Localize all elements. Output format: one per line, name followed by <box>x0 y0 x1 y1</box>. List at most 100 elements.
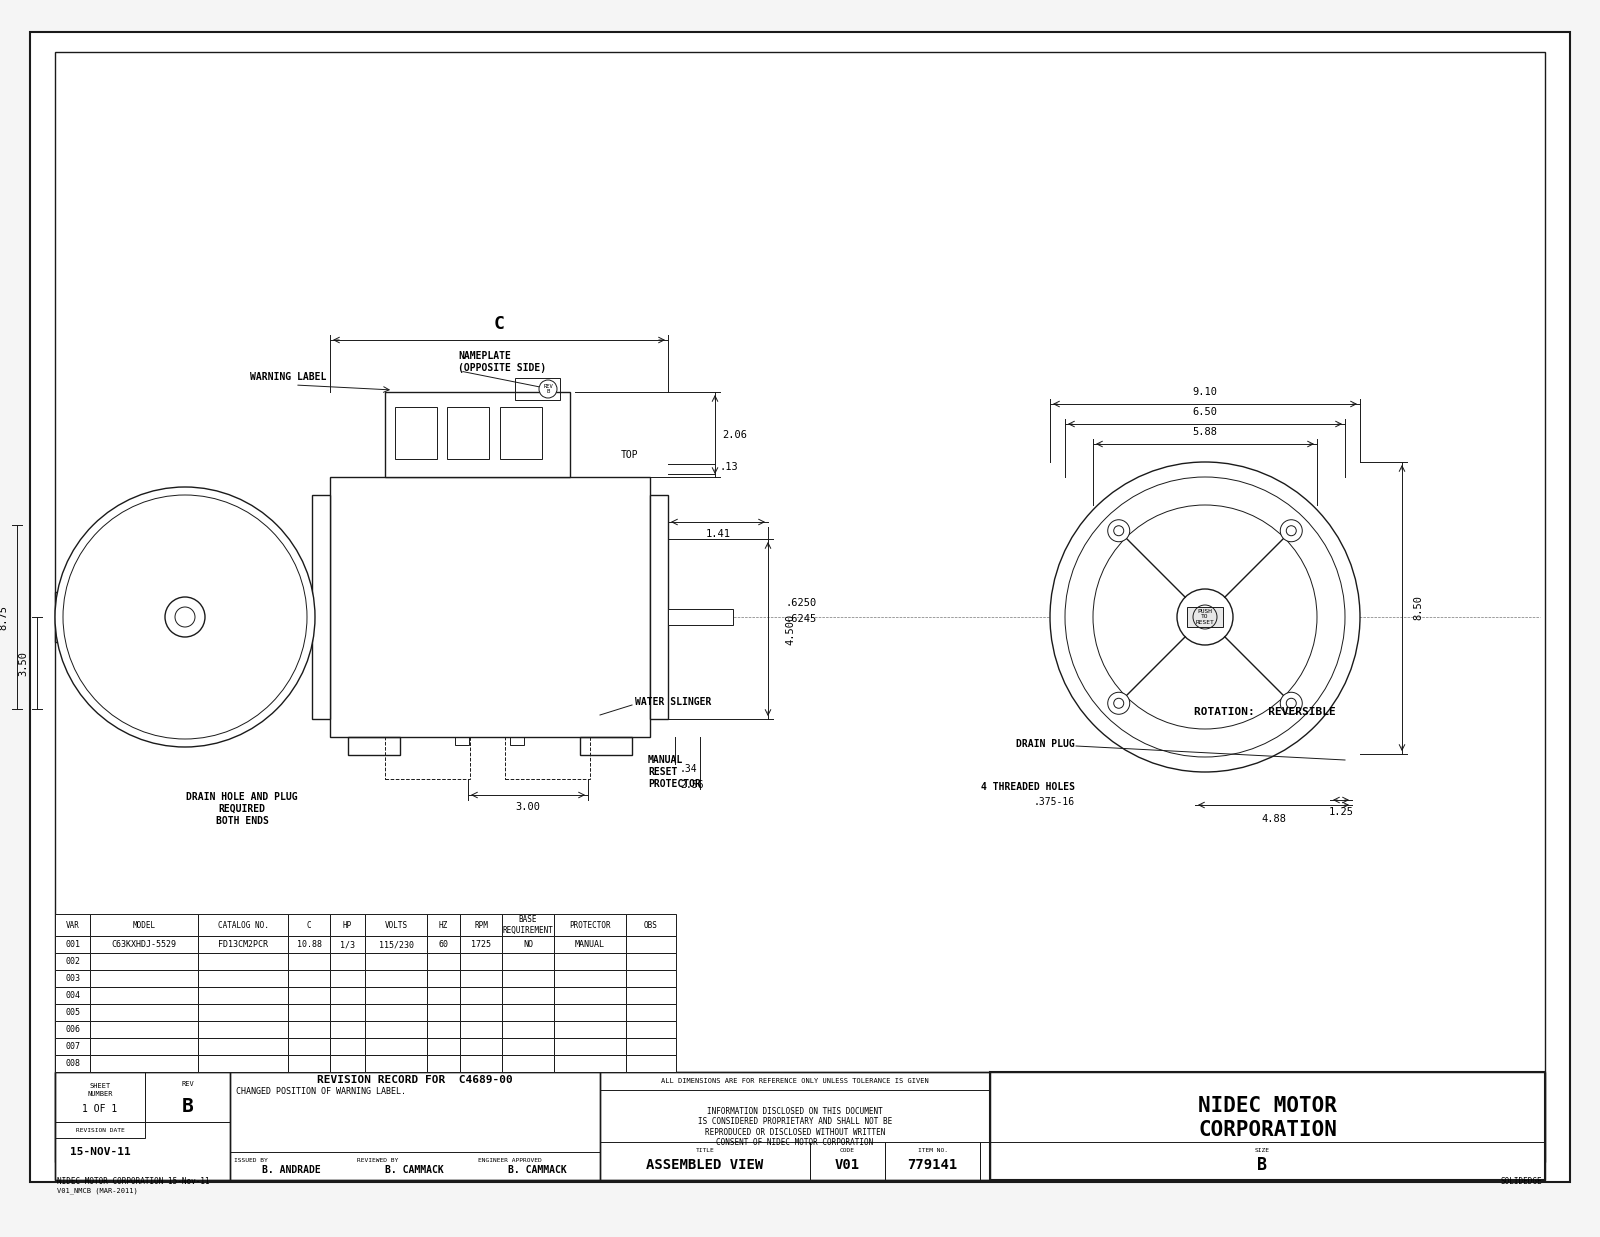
Bar <box>146 1072 230 1122</box>
Bar <box>502 914 554 936</box>
Bar <box>515 379 560 400</box>
Bar <box>461 970 502 987</box>
Bar <box>427 952 461 970</box>
Bar <box>554 1055 626 1072</box>
Bar <box>198 936 288 952</box>
Bar <box>626 1021 675 1038</box>
Bar <box>198 952 288 970</box>
Circle shape <box>1280 693 1302 714</box>
Bar <box>330 914 365 936</box>
Bar <box>90 1055 198 1072</box>
Circle shape <box>1050 461 1360 772</box>
Bar <box>54 1055 90 1072</box>
Bar <box>502 987 554 1004</box>
Bar <box>554 914 626 936</box>
Bar <box>579 737 632 755</box>
Text: NUMBER: NUMBER <box>88 1091 112 1097</box>
Bar <box>810 1142 885 1180</box>
Bar <box>198 1055 288 1072</box>
Bar <box>198 987 288 1004</box>
Bar <box>365 1021 427 1038</box>
Bar <box>230 1152 600 1180</box>
Circle shape <box>1107 520 1130 542</box>
Text: DRAIN HOLE AND PLUG
REQUIRED
BOTH ENDS: DRAIN HOLE AND PLUG REQUIRED BOTH ENDS <box>186 793 298 825</box>
Bar <box>198 914 288 936</box>
Bar <box>626 1004 675 1021</box>
Bar <box>90 970 198 987</box>
Text: PROTECTOR: PROTECTOR <box>570 920 611 929</box>
Text: ALL DIMENSIONS ARE FOR REFERENCE ONLY UNLESS TOLERANCE IS GIVEN: ALL DIMENSIONS ARE FOR REFERENCE ONLY UN… <box>661 1077 930 1084</box>
Bar <box>365 1004 427 1021</box>
Text: 2.56: 2.56 <box>680 781 704 790</box>
Text: 779141: 779141 <box>907 1158 958 1171</box>
Text: HZ: HZ <box>438 920 448 929</box>
Bar <box>554 952 626 970</box>
Bar <box>330 1038 365 1055</box>
Bar <box>600 1142 810 1180</box>
Text: TITLE: TITLE <box>696 1148 714 1153</box>
Bar <box>461 1038 502 1055</box>
Text: .375-16: .375-16 <box>1034 797 1075 807</box>
Text: OBS: OBS <box>645 920 658 929</box>
Text: 3.00: 3.00 <box>515 802 541 811</box>
Text: MODEL: MODEL <box>133 920 155 929</box>
Bar <box>288 970 330 987</box>
Text: 3.50: 3.50 <box>18 651 29 675</box>
Bar <box>461 1055 502 1072</box>
Bar <box>54 1072 146 1122</box>
Text: ASSEMBLED VIEW: ASSEMBLED VIEW <box>646 1158 763 1171</box>
Text: B. ANDRADE: B. ANDRADE <box>262 1165 322 1175</box>
Bar <box>502 936 554 952</box>
Bar <box>54 1122 230 1180</box>
Text: REVIEWED BY: REVIEWED BY <box>357 1158 398 1163</box>
Bar <box>395 407 437 459</box>
Bar <box>554 1004 626 1021</box>
Bar <box>386 737 470 779</box>
Bar <box>288 1021 330 1038</box>
Bar <box>54 593 62 642</box>
Circle shape <box>1280 520 1302 542</box>
Circle shape <box>1107 693 1130 714</box>
Text: NO: NO <box>523 940 533 949</box>
Text: 115/230: 115/230 <box>379 940 413 949</box>
Bar <box>54 1072 230 1122</box>
Bar <box>288 914 330 936</box>
Bar <box>365 987 427 1004</box>
Text: V01_NMCB (MAR-2011): V01_NMCB (MAR-2011) <box>58 1188 138 1194</box>
Text: 9.10: 9.10 <box>1192 387 1218 397</box>
Text: MANUAL
RESET
PROTECTOR: MANUAL RESET PROTECTOR <box>648 756 701 789</box>
Text: PUSH
TO
RESET: PUSH TO RESET <box>1195 609 1214 625</box>
Bar <box>427 987 461 1004</box>
Text: MANUAL: MANUAL <box>574 940 605 949</box>
Text: C: C <box>307 920 312 929</box>
Text: 1.25: 1.25 <box>1328 807 1354 816</box>
Bar <box>979 1142 1546 1180</box>
Text: 006: 006 <box>66 1025 80 1034</box>
Bar <box>198 1038 288 1055</box>
Bar <box>990 1072 1546 1180</box>
Text: REVISION RECORD FOR  C4689-00: REVISION RECORD FOR C4689-00 <box>317 1075 514 1085</box>
Text: REVISION DATE: REVISION DATE <box>75 1127 125 1133</box>
Bar <box>54 52 1546 1162</box>
Bar <box>288 952 330 970</box>
Text: DRAIN PLUG: DRAIN PLUG <box>1016 738 1075 748</box>
Bar <box>365 1055 427 1072</box>
Text: 005: 005 <box>66 1008 80 1017</box>
Text: 8.50: 8.50 <box>1413 595 1422 621</box>
Bar <box>54 1072 230 1180</box>
Text: 15-NOV-11: 15-NOV-11 <box>70 1147 130 1157</box>
Bar <box>626 1038 675 1055</box>
Text: 60: 60 <box>438 940 448 949</box>
Bar <box>54 1021 90 1038</box>
Bar <box>626 1055 675 1072</box>
Text: 1725: 1725 <box>470 940 491 949</box>
Bar <box>330 1004 365 1021</box>
Bar <box>554 1038 626 1055</box>
Bar <box>626 952 675 970</box>
Bar <box>330 1021 365 1038</box>
Bar <box>502 952 554 970</box>
Bar <box>198 1021 288 1038</box>
Text: SOLIDEDGE: SOLIDEDGE <box>1501 1176 1542 1186</box>
Text: .13: .13 <box>720 461 739 473</box>
Text: VOLTS: VOLTS <box>384 920 408 929</box>
